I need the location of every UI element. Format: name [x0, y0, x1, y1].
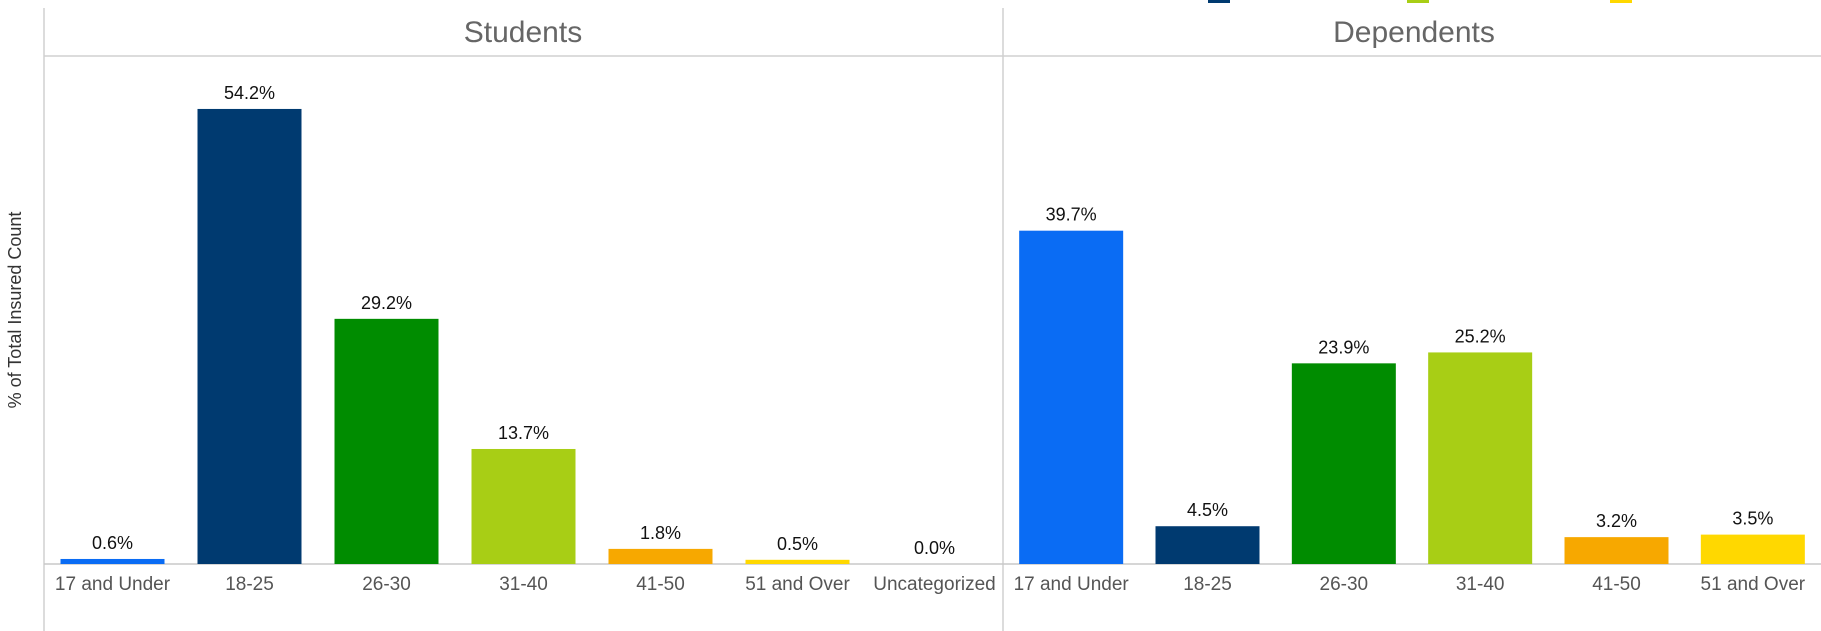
data-label-students-31-40: 13.7%: [498, 423, 549, 443]
bar-dependents-17-and-under[interactable]: [1019, 230, 1124, 564]
bar-students-41-50[interactable]: [608, 548, 713, 564]
data-label-dependents-41-50: 3.2%: [1596, 511, 1637, 531]
data-label-dependents-17-and-under: 39.7%: [1046, 205, 1097, 225]
data-label-dependents-26-30: 23.9%: [1318, 337, 1369, 357]
data-label-students-17-and-under: 0.6%: [92, 533, 133, 553]
legend-swatch-31-40: [1407, 0, 1429, 3]
tick-label-students-31-40: 31-40: [499, 574, 548, 595]
bar-students-31-40[interactable]: [471, 448, 576, 564]
legend: [1208, 0, 1632, 3]
tick-label-dependents-17-and-under: 17 and Under: [1014, 574, 1130, 595]
tick-label-students-41-50: 41-50: [636, 574, 685, 595]
data-label-students-41-50: 1.8%: [640, 523, 681, 543]
tick-label-students-18-25: 18-25: [225, 574, 274, 595]
data-label-students-uncategorized: 0.0%: [914, 538, 955, 558]
bar-dependents-51-and-over[interactable]: [1700, 534, 1805, 564]
bar-dependents-31-40[interactable]: [1428, 352, 1533, 564]
bar-dependents-18-25[interactable]: [1155, 526, 1260, 564]
tick-label-students-17-and-under: 17 and Under: [55, 574, 171, 595]
bar-students-17-and-under[interactable]: [60, 558, 165, 564]
data-label-students-26-30: 29.2%: [361, 293, 412, 313]
tick-label-students-26-30: 26-30: [362, 574, 411, 595]
bar-dependents-26-30[interactable]: [1291, 363, 1396, 564]
bar-students-18-25[interactable]: [197, 108, 302, 564]
tick-label-students-51-and-over: 51 and Over: [745, 574, 850, 595]
tick-label-dependents-41-50: 41-50: [1592, 574, 1641, 595]
legend-swatch-18-25: [1208, 0, 1230, 3]
data-label-dependents-51-and-over: 3.5%: [1732, 509, 1773, 529]
bars-layer: 0.6% 17 and Under 54.2% 18-25 29.2% 26-30 13.7…: [55, 83, 1806, 595]
panel-title-dependents: Dependents: [1333, 16, 1495, 49]
y-axis-title: % of Total Insured Count: [5, 212, 25, 409]
tick-label-dependents-31-40: 31-40: [1456, 574, 1505, 595]
data-label-students-51-and-over: 0.5%: [777, 534, 818, 554]
data-label-students-18-25: 54.2%: [224, 83, 275, 103]
tick-label-dependents-18-25: 18-25: [1183, 574, 1232, 595]
bar-students-51-and-over[interactable]: [745, 559, 850, 564]
tick-label-dependents-51-and-over: 51 and Over: [1701, 574, 1806, 595]
panel-title-students: Students: [464, 16, 582, 49]
data-label-dependents-18-25: 4.5%: [1187, 500, 1228, 520]
legend-swatch-51-and-over: [1610, 0, 1632, 3]
tick-label-dependents-26-30: 26-30: [1320, 574, 1369, 595]
bar-students-26-30[interactable]: [334, 318, 439, 564]
data-label-dependents-31-40: 25.2%: [1455, 326, 1506, 346]
bar-dependents-41-50[interactable]: [1564, 537, 1669, 564]
tick-label-students-uncategorized: Uncategorized: [873, 574, 996, 595]
